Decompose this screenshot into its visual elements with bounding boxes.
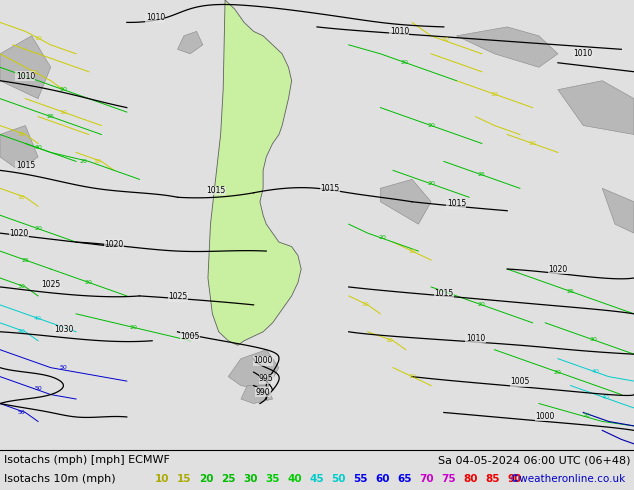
Text: 50: 50 [17, 410, 25, 415]
Polygon shape [208, 0, 301, 345]
Polygon shape [247, 371, 263, 381]
Text: 1005: 1005 [181, 332, 200, 341]
Text: 1025: 1025 [168, 293, 187, 301]
Text: 1020: 1020 [10, 229, 29, 238]
Text: 85: 85 [486, 474, 500, 484]
Text: 50: 50 [34, 387, 42, 392]
Text: 20: 20 [378, 235, 386, 240]
Text: 1000: 1000 [254, 356, 273, 366]
Polygon shape [456, 27, 558, 67]
Text: 40: 40 [17, 329, 25, 334]
Text: 25: 25 [47, 114, 55, 119]
Polygon shape [241, 386, 273, 404]
Text: 1000: 1000 [536, 412, 555, 420]
Text: 70: 70 [420, 474, 434, 484]
Text: 45: 45 [309, 474, 324, 484]
Text: 25: 25 [22, 258, 29, 263]
Text: 10: 10 [441, 37, 450, 42]
Text: 30: 30 [17, 284, 25, 290]
Text: 20: 20 [85, 280, 93, 285]
Text: 1020: 1020 [105, 240, 124, 249]
Text: 30: 30 [243, 474, 257, 484]
Text: 1020: 1020 [548, 265, 567, 273]
Text: 25: 25 [567, 289, 574, 294]
Text: 20: 20 [199, 474, 214, 484]
Polygon shape [602, 188, 634, 233]
Text: 10: 10 [34, 36, 42, 41]
Text: 990: 990 [256, 388, 271, 397]
Text: 1010: 1010 [390, 27, 409, 36]
Text: 1030: 1030 [54, 325, 73, 334]
Text: Isotachs 10m (mph): Isotachs 10m (mph) [4, 474, 115, 484]
Polygon shape [228, 350, 279, 390]
Text: 40: 40 [287, 474, 302, 484]
Text: 1005: 1005 [510, 377, 529, 387]
Text: 10: 10 [93, 159, 101, 164]
Polygon shape [380, 179, 431, 224]
Text: 20: 20 [427, 181, 435, 186]
Text: 20: 20 [427, 123, 435, 128]
Text: 1010: 1010 [574, 49, 593, 58]
Text: 40: 40 [602, 395, 609, 400]
Text: 1015: 1015 [206, 186, 225, 195]
Text: 20: 20 [478, 302, 486, 307]
Text: 50: 50 [331, 474, 346, 484]
Text: 20: 20 [554, 369, 562, 375]
Text: 10: 10 [155, 474, 169, 484]
Text: 30: 30 [34, 146, 42, 150]
Text: Isotachs (mph) [mph] ECMWF: Isotachs (mph) [mph] ECMWF [4, 455, 170, 465]
Text: 1025: 1025 [41, 280, 60, 289]
Text: 55: 55 [353, 474, 368, 484]
Text: 10: 10 [31, 71, 39, 75]
Text: 65: 65 [398, 474, 412, 484]
Text: 20: 20 [401, 60, 408, 65]
Text: 10: 10 [362, 302, 370, 307]
Text: 10: 10 [17, 195, 25, 200]
Text: 50: 50 [60, 365, 67, 370]
Text: 10: 10 [385, 338, 392, 343]
Text: 25: 25 [221, 474, 235, 484]
Text: 30: 30 [590, 337, 597, 343]
Text: 20: 20 [60, 87, 67, 92]
Text: 1015: 1015 [434, 289, 453, 298]
Text: 1015: 1015 [447, 199, 466, 209]
Text: 10: 10 [408, 248, 416, 254]
Text: 10: 10 [491, 92, 498, 97]
Text: 75: 75 [441, 474, 456, 484]
Text: 10: 10 [17, 132, 25, 137]
Text: 60: 60 [375, 474, 390, 484]
Polygon shape [178, 31, 203, 54]
Polygon shape [0, 125, 38, 171]
Text: 20: 20 [129, 325, 137, 330]
Text: Sa 04-05-2024 06:00 UTC (06+48): Sa 04-05-2024 06:00 UTC (06+48) [437, 455, 630, 465]
Text: 40: 40 [34, 316, 42, 321]
Text: 80: 80 [463, 474, 478, 484]
Text: 35: 35 [265, 474, 280, 484]
Text: 15: 15 [177, 474, 191, 484]
Text: 10: 10 [529, 141, 536, 146]
Text: 20: 20 [80, 159, 87, 164]
Text: ©weatheronline.co.uk: ©weatheronline.co.uk [510, 474, 626, 484]
Text: 40: 40 [592, 368, 600, 373]
Text: 10: 10 [408, 374, 416, 379]
Text: 20: 20 [583, 414, 590, 418]
Text: 25: 25 [478, 172, 486, 177]
Text: 1015: 1015 [16, 161, 35, 171]
Text: 90: 90 [508, 474, 522, 484]
Text: 1010: 1010 [146, 13, 165, 23]
Polygon shape [558, 81, 634, 135]
Text: 1010: 1010 [466, 334, 485, 343]
Text: 995: 995 [259, 374, 274, 383]
Text: 1015: 1015 [320, 184, 339, 193]
Text: 20: 20 [34, 226, 42, 231]
Text: 1010: 1010 [16, 72, 35, 81]
Polygon shape [0, 36, 51, 98]
Text: 10: 10 [60, 110, 67, 115]
